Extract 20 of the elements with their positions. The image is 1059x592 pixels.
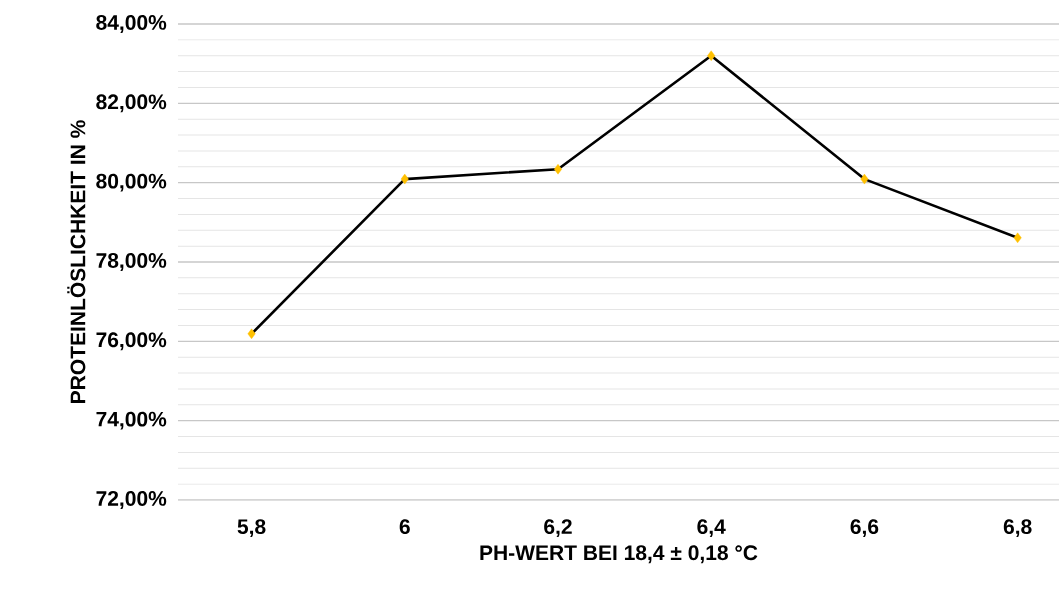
y-tick-label: 76,00% (96, 332, 167, 351)
x-tick-label: 6,2 (544, 519, 572, 538)
x-axis-title: PH-WERT BEI 18,4 ± 0,18 °C (480, 545, 758, 564)
x-tick-label: 5,8 (237, 519, 266, 538)
x-tick-label: 6 (399, 519, 410, 535)
x-tick-label: 6,8 (1003, 519, 1032, 538)
y-tick-label: 82,00% (96, 94, 167, 113)
point (400, 173, 409, 185)
point (1013, 232, 1022, 243)
y-axis-title: PROTEINLÖSLICHKEIT IN % (67, 120, 86, 403)
y-tick-label: 80,00% (96, 173, 167, 192)
point (707, 50, 716, 61)
y-tick-label: 72,00% (96, 491, 167, 509)
y-tick-label: 84,00% (96, 15, 167, 33)
y-tick-label: 74,00% (96, 411, 167, 430)
x-tick-label: 6,6 (850, 519, 879, 538)
y-tick-label: 78,00% (96, 253, 167, 271)
x-tick-label: 6,4 (697, 519, 726, 538)
point (247, 328, 256, 339)
point (860, 173, 869, 185)
